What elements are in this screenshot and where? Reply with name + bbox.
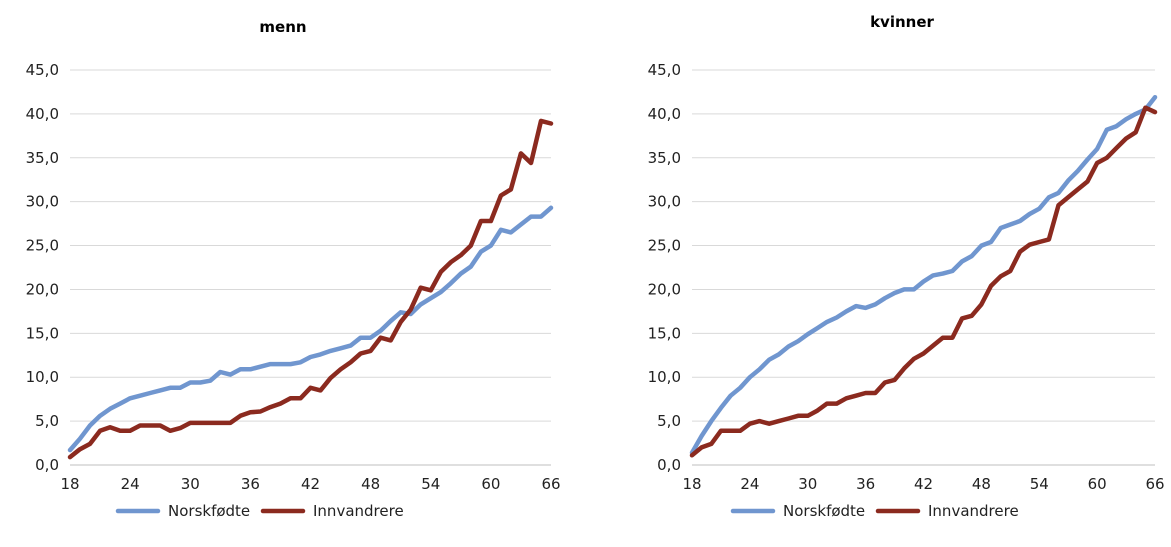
- x-tick-label: 36: [856, 475, 875, 493]
- y-tick-label: 45,0: [26, 61, 59, 79]
- x-tick-label: 48: [972, 475, 991, 493]
- series-line-innvandrere: [67, 118, 554, 460]
- x-tick-label: 42: [914, 475, 933, 493]
- x-tick-label: 66: [1145, 475, 1164, 493]
- y-tick-label: 20,0: [648, 280, 681, 298]
- series-line-norskfodte: [67, 205, 554, 453]
- y-tick-label: 5,0: [657, 412, 681, 430]
- chart-legend: Norskfødte Innvandrere: [730, 502, 1019, 520]
- legend-label: Norskfødte: [783, 502, 865, 520]
- y-tick-label: 40,0: [26, 105, 59, 123]
- y-tick-label: 20,0: [26, 280, 59, 298]
- legend-label: Innvandrere: [928, 502, 1019, 520]
- chart-legend: Norskfødte Innvandrere: [115, 502, 404, 520]
- y-tick-label: 25,0: [648, 237, 681, 255]
- x-tick-label: 36: [241, 475, 260, 493]
- x-tick-label: 60: [1088, 475, 1107, 493]
- x-tick-label: 18: [682, 475, 701, 493]
- chart-title: kvinner: [870, 13, 934, 31]
- y-tick-label: 35,0: [648, 149, 681, 167]
- x-tick-label: 30: [798, 475, 817, 493]
- x-tick-label: 54: [1030, 475, 1049, 493]
- chart-title: menn: [259, 18, 306, 36]
- chart-panel-kvinner: kvinner 0,0 5,0 10,0 15,0 20,0 25,0 30,0 35,0 40,…: [648, 13, 1165, 520]
- x-tick-label: 18: [60, 475, 79, 493]
- y-tick-label: 15,0: [648, 324, 681, 342]
- y-tick-label: 15,0: [26, 324, 59, 342]
- y-tick-label: 30,0: [26, 193, 59, 211]
- x-tick-label: 66: [541, 475, 560, 493]
- legend-label: Innvandrere: [313, 502, 404, 520]
- y-tick-label: 40,0: [648, 105, 681, 123]
- y-tick-label: 10,0: [648, 368, 681, 386]
- y-tick-label: 45,0: [648, 61, 681, 79]
- y-tick-label: 30,0: [648, 193, 681, 211]
- y-tick-label: 0,0: [657, 456, 681, 474]
- x-tick-label: 24: [740, 475, 759, 493]
- x-tick-label: 42: [301, 475, 320, 493]
- legend-label: Norskfødte: [168, 502, 250, 520]
- x-tick-label: 60: [481, 475, 500, 493]
- y-tick-label: 10,0: [26, 368, 59, 386]
- legend-item: Norskfødte: [115, 502, 250, 520]
- x-tick-label: 54: [421, 475, 440, 493]
- series-line-norskfodte: [689, 94, 1158, 455]
- chart-panel-menn: menn 0,0 5,0 10,0 15,0 20,0 25,0 30,0 35,0 40,0 45…: [26, 18, 561, 520]
- series-line-innvandrere: [689, 105, 1158, 458]
- legend-item: Norskfødte: [730, 502, 865, 520]
- y-tick-label: 35,0: [26, 149, 59, 167]
- legend-item: Innvandrere: [875, 502, 1019, 520]
- y-tick-label: 5,0: [35, 412, 59, 430]
- legend-item: Innvandrere: [260, 502, 404, 520]
- y-tick-label: 25,0: [26, 237, 59, 255]
- x-tick-label: 48: [361, 475, 380, 493]
- x-tick-label: 24: [121, 475, 140, 493]
- y-tick-label: 0,0: [35, 456, 59, 474]
- x-tick-label: 30: [181, 475, 200, 493]
